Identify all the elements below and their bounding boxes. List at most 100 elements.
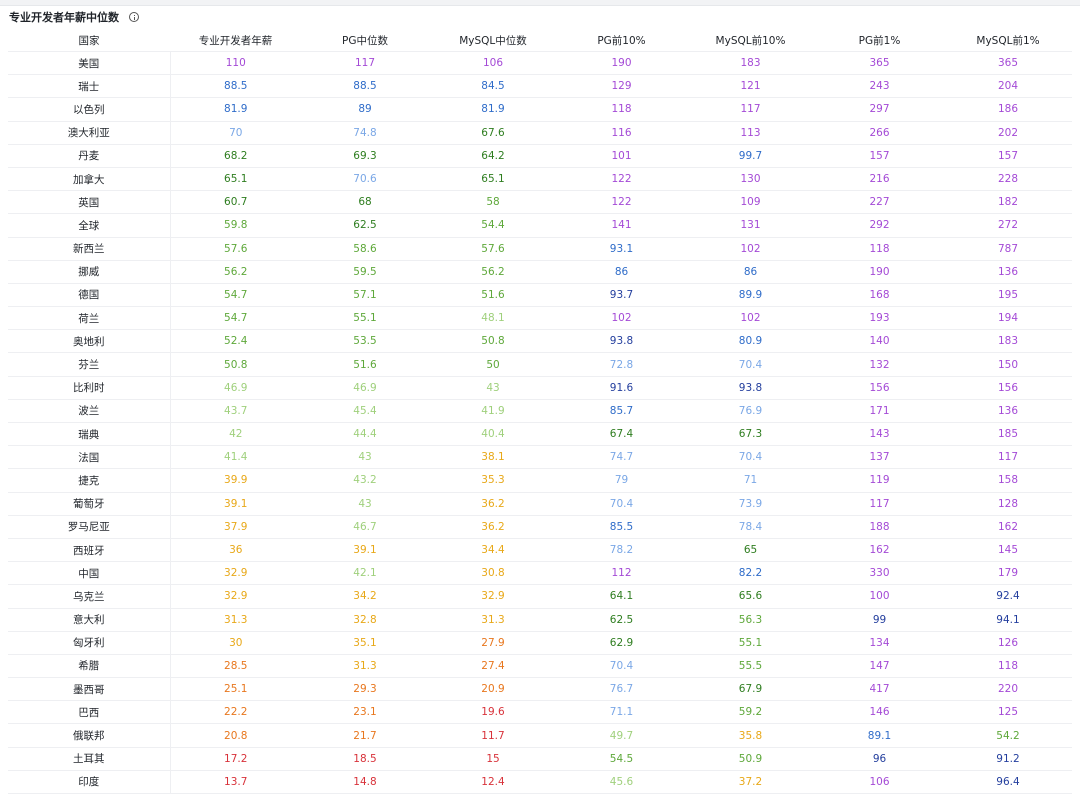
table-row: 荷兰 54.7 55.1 48.1 102 102 193 194 [8, 306, 1072, 331]
column-header[interactable]: MySQL中位数 [429, 29, 557, 52]
value-cell: 64.2 [429, 144, 557, 168]
country-cell: 捷克 [8, 468, 171, 493]
value-cell: 56.2 [170, 260, 301, 284]
value-cell: 54.7 [170, 283, 301, 308]
value-cell: 31.3 [170, 608, 301, 632]
value-cell: 190 [557, 51, 686, 76]
value-cell: 60.7 [170, 190, 301, 215]
value-cell: 65.1 [170, 167, 301, 192]
column-header[interactable]: PG前1% [815, 29, 944, 52]
value-cell: 18.5 [301, 747, 429, 771]
value-cell: 130 [686, 167, 815, 192]
value-cell: 102 [686, 306, 815, 331]
country-cell: 中国 [8, 561, 171, 586]
value-cell: 134 [815, 631, 944, 655]
table-row: 西班牙 36 39.1 34.4 78.2 65 162 145 [8, 538, 1072, 563]
country-cell: 波兰 [8, 399, 171, 424]
value-cell: 30.8 [429, 561, 557, 586]
value-cell: 50.9 [686, 747, 815, 771]
value-cell: 168 [815, 283, 944, 308]
country-cell: 瑞典 [8, 422, 171, 447]
value-cell: 32.8 [301, 608, 429, 632]
country-cell: 土耳其 [8, 747, 171, 771]
value-cell: 56.3 [686, 608, 815, 632]
column-header[interactable]: 专业开发者年薪 [170, 29, 301, 52]
value-cell: 228 [944, 167, 1072, 192]
table-row: 英国 60.7 68 58 122 109 227 182 [8, 190, 1072, 215]
value-cell: 29.3 [301, 677, 429, 702]
table-row: 瑞士 88.5 88.5 84.5 129 121 243 204 [8, 74, 1072, 99]
country-cell: 匈牙利 [8, 631, 171, 655]
table-row: 澳大利亚 70 74.8 67.6 116 113 266 202 [8, 121, 1072, 145]
value-cell: 20.9 [429, 677, 557, 702]
column-header[interactable]: MySQL前1% [944, 29, 1072, 52]
value-cell: 78.2 [557, 538, 686, 563]
value-cell: 68 [301, 190, 429, 215]
value-cell: 46.7 [301, 515, 429, 539]
value-cell: 80.9 [686, 329, 815, 354]
value-cell: 42 [170, 422, 301, 447]
value-cell: 70.6 [301, 167, 429, 192]
value-cell: 45.4 [301, 399, 429, 424]
table-row: 芬兰 50.8 51.6 50 72.8 70.4 132 150 [8, 352, 1072, 377]
value-cell: 46.9 [170, 376, 301, 400]
value-cell: 59.8 [170, 213, 301, 238]
value-cell: 43 [429, 376, 557, 400]
country-cell: 瑞士 [8, 74, 171, 99]
country-cell: 乌克兰 [8, 584, 171, 609]
value-cell: 82.2 [686, 561, 815, 586]
value-cell: 137 [815, 445, 944, 470]
value-cell: 55.1 [301, 306, 429, 331]
value-cell: 131 [686, 213, 815, 238]
value-cell: 12.4 [429, 770, 557, 795]
value-cell: 157 [944, 144, 1072, 168]
value-cell: 57.1 [301, 283, 429, 308]
value-cell: 19.6 [429, 700, 557, 725]
value-cell: 195 [944, 283, 1072, 308]
table-row: 奥地利 52.4 53.5 50.8 93.8 80.9 140 183 [8, 329, 1072, 354]
top-divider [0, 0, 1080, 6]
value-cell: 11.7 [429, 723, 557, 748]
value-cell: 93.7 [557, 283, 686, 308]
column-header[interactable]: MySQL前10% [686, 29, 815, 52]
table-row: 德国 54.7 57.1 51.6 93.7 89.9 168 195 [8, 283, 1072, 308]
country-cell: 英国 [8, 190, 171, 215]
value-cell: 272 [944, 213, 1072, 238]
value-cell: 39.1 [170, 492, 301, 516]
value-cell: 93.8 [557, 329, 686, 354]
value-cell: 70.4 [557, 492, 686, 516]
value-cell: 70.4 [686, 352, 815, 377]
value-cell: 54.2 [944, 723, 1072, 748]
value-cell: 39.1 [301, 538, 429, 563]
column-header[interactable]: 国家 [8, 29, 170, 52]
country-cell: 葡萄牙 [8, 492, 171, 516]
value-cell: 121 [686, 74, 815, 99]
value-cell: 74.8 [301, 121, 429, 145]
value-cell: 365 [944, 51, 1072, 76]
value-cell: 96 [815, 747, 944, 771]
value-cell: 202 [944, 121, 1072, 145]
value-cell: 39.9 [170, 468, 301, 493]
value-cell: 89 [301, 97, 429, 122]
value-cell: 62.5 [557, 608, 686, 632]
value-cell: 118 [557, 97, 686, 122]
country-cell: 印度 [8, 770, 171, 795]
table-row: 新西兰 57.6 58.6 57.6 93.1 102 118 787 [8, 237, 1072, 261]
country-cell: 巴西 [8, 700, 171, 725]
value-cell: 118 [815, 237, 944, 261]
column-header[interactable]: PG前10% [557, 29, 686, 52]
value-cell: 71.1 [557, 700, 686, 725]
value-cell: 35.3 [429, 468, 557, 493]
table-body: 美国 110 117 106 190 183 365 365 瑞士 88.5 88.5 84.5 129… [8, 51, 1072, 795]
table-row: 土耳其 17.2 18.5 15 54.5 50.9 96 91.2 [8, 747, 1072, 771]
value-cell: 156 [944, 376, 1072, 400]
value-cell: 35.8 [686, 723, 815, 748]
value-cell: 93.1 [557, 237, 686, 261]
value-cell: 100 [815, 584, 944, 609]
info-icon[interactable] [129, 12, 139, 22]
value-cell: 71 [686, 468, 815, 493]
column-header[interactable]: PG中位数 [301, 29, 429, 52]
country-cell: 比利时 [8, 376, 171, 400]
value-cell: 117 [815, 492, 944, 516]
value-cell: 417 [815, 677, 944, 702]
